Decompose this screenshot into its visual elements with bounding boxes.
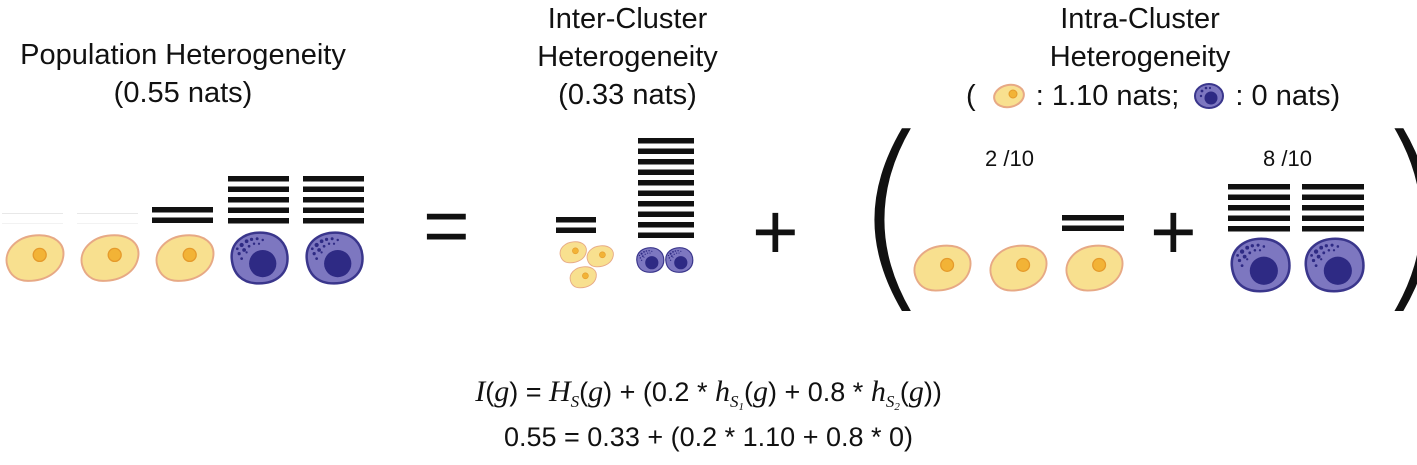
population-blue-cell-2	[305, 231, 364, 285]
eq-h1-S: S	[729, 392, 739, 411]
population-bars-5	[303, 175, 364, 223]
inter-yellow-cell-3	[569, 266, 597, 289]
population-yellow-cell-3	[155, 234, 215, 282]
intra-legend: ( : 1.10 nats; : 0 nats)	[966, 77, 1340, 115]
intra-blue-cell-1	[1230, 237, 1291, 293]
population-heading-title: Population Heterogeneity	[20, 39, 346, 71]
eq-close: )	[932, 377, 942, 407]
intra-yellow-cell-1	[913, 244, 972, 292]
inter-blue-cell-1	[636, 247, 665, 273]
eq-g2: g	[588, 375, 604, 408]
plus-sign-intra: +	[1150, 187, 1197, 276]
eq-g4: g	[908, 375, 924, 408]
population-bars-2	[77, 212, 138, 224]
eq-plus2: + 0.8 *	[784, 377, 864, 407]
population-yellow-cell-2	[80, 234, 140, 282]
intra-yellow-cell-3	[1065, 244, 1124, 292]
intra-heading-line1: Intra-Cluster	[1060, 3, 1220, 35]
legend-yellow-cell-icon	[992, 83, 1025, 109]
intra-bars-yellow-3	[1062, 215, 1124, 231]
population-bars-1	[2, 212, 63, 224]
population-blue-cell-1	[230, 231, 289, 285]
intra-bars-yellow-2	[986, 226, 1048, 232]
intra-yellow-cell-2	[989, 244, 1048, 292]
eq-plus1: + (0.2 *	[619, 377, 708, 407]
population-bars-3	[152, 207, 213, 223]
inter-heading-value: (0.33 nats)	[558, 79, 697, 111]
inter-heading-line1: Inter-Cluster	[547, 3, 708, 35]
intra-blue-cell-2	[1304, 237, 1365, 293]
intra-bars-blue-1	[1228, 183, 1290, 231]
intra-heading-line2: Heterogeneity	[1049, 41, 1231, 73]
equals-sign: =	[423, 181, 470, 270]
inter-bars-yellow	[556, 217, 596, 233]
intra-heading: Intra-Cluster Heterogeneity	[990, 0, 1290, 76]
population-yellow-cell-1	[5, 234, 65, 282]
legend-open-paren: (	[966, 80, 976, 112]
legend-blue-value: : 0 nats)	[1235, 80, 1341, 112]
population-bars-4	[228, 175, 289, 223]
inter-yellow-cell-2	[586, 245, 614, 268]
eq-equals: =	[525, 377, 542, 407]
population-heading: Population Heterogeneity (0.55 nats)	[0, 36, 366, 112]
eq-H: H	[548, 375, 571, 408]
inter-yellow-cell-1	[559, 241, 587, 264]
legend-yellow-value: : 1.10 nats;	[1035, 80, 1180, 112]
eq-H-sub: S	[570, 392, 580, 411]
inter-heading: Inter-Cluster Heterogeneity (0.33 nats)	[500, 0, 755, 114]
eq-g1: g	[494, 375, 510, 408]
equation-numeric: 0.55 = 0.33 + (0.2 * 1.10 + 0.8 * 0)	[503, 422, 914, 452]
eq-g3: g	[752, 375, 768, 408]
fraction-yellow: 2 /10	[985, 146, 1034, 171]
plus-sign-inter: +	[752, 187, 799, 276]
eq-h2-sub: 2	[894, 401, 900, 413]
population-heading-value: (0.55 nats)	[113, 77, 253, 109]
intra-bars-blue-2	[1302, 183, 1364, 231]
eq-I: I	[475, 375, 486, 408]
inter-bars-blue	[638, 138, 694, 238]
eq-h2: h	[870, 375, 886, 408]
equation-symbolic: I(g) = HS(g) + (0.2 * hS1(g) + 0.8 * hS2…	[475, 375, 942, 413]
close-paren: )	[1372, 112, 1417, 317]
inter-blue-cell-2	[665, 247, 694, 273]
intra-bars-yellow-1	[910, 226, 972, 232]
legend-blue-cell-icon	[1194, 83, 1225, 109]
inter-heading-line2: Heterogeneity	[537, 41, 718, 73]
eq-h2-S: S	[885, 392, 895, 411]
fraction-blue: 8 /10	[1263, 146, 1312, 171]
eq-h1: h	[714, 375, 730, 408]
eq-h1-sub: 1	[738, 401, 744, 413]
